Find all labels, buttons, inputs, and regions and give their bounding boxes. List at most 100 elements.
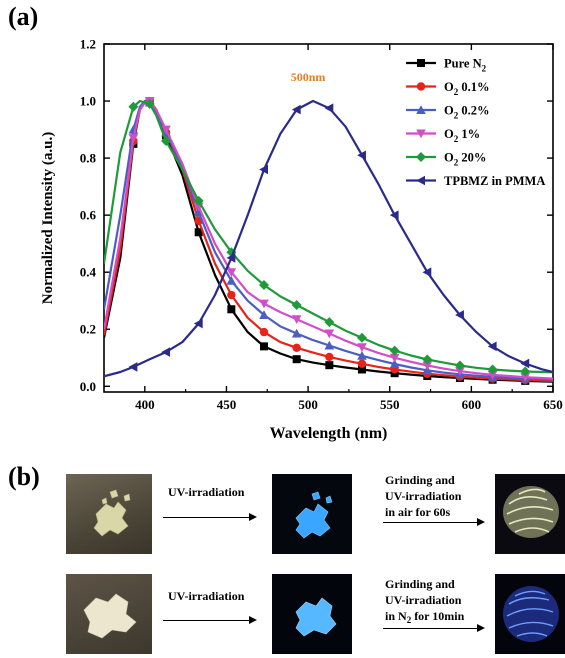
data-point-3 xyxy=(128,134,139,143)
powder-photo-uv-row1 xyxy=(272,474,352,554)
legend-marker-5 xyxy=(416,175,425,186)
legend-sub: 2 xyxy=(454,158,459,168)
legend-label-2: O2 0.2% xyxy=(444,104,489,121)
data-point-5 xyxy=(324,103,334,113)
legend-marker-3 xyxy=(416,129,426,139)
data-point-4 xyxy=(259,280,270,291)
data-point-5 xyxy=(259,164,269,175)
legend-marker-0 xyxy=(417,59,425,67)
peak-annotation: 500nm xyxy=(291,70,326,84)
data-point-3 xyxy=(226,268,237,277)
legend-label-1: O2 0.1% xyxy=(444,80,489,97)
grind-row2-prefix: in N xyxy=(385,609,407,623)
data-point-5 xyxy=(389,210,399,220)
legend-label-4: O2 20% xyxy=(444,151,486,168)
x-tick-label: 400 xyxy=(135,397,155,412)
data-point-2 xyxy=(291,328,302,338)
grind-row2-line3: in N2 for 10min xyxy=(385,608,464,628)
data-point-2 xyxy=(357,350,367,360)
legend-name: O xyxy=(444,104,454,118)
panel-a-label: (a) xyxy=(8,2,39,31)
data-point-4 xyxy=(324,317,335,328)
data-point-3 xyxy=(291,315,302,325)
data-point-3 xyxy=(422,361,433,371)
data-point-3 xyxy=(259,299,269,309)
ground-photo-air-row1 xyxy=(495,474,565,554)
arrow-row1-step2 xyxy=(383,517,485,526)
data-point-5 xyxy=(161,347,171,357)
y-tick-label: 1.2 xyxy=(80,37,96,52)
grind-row1-line1: Grinding and xyxy=(385,473,455,487)
data-point-2 xyxy=(226,275,237,285)
data-point-3 xyxy=(520,373,531,382)
data-point-0 xyxy=(292,355,301,364)
y-axis-label: Normalized Intensity (a.u.) xyxy=(40,132,56,305)
powder-photo-daylight-row1 xyxy=(66,474,152,554)
legend-marker-4 xyxy=(416,152,426,162)
data-point-3 xyxy=(357,343,367,353)
data-point-2 xyxy=(389,359,400,369)
data-point-0 xyxy=(194,228,203,237)
powder-photo-uv-row2 xyxy=(272,574,352,654)
data-point-0 xyxy=(260,342,269,351)
data-point-4 xyxy=(487,364,498,375)
data-point-4 xyxy=(291,300,302,310)
data-point-4 xyxy=(128,101,139,112)
arrow-row1-step1 xyxy=(163,512,257,521)
legend-suffix: 20% xyxy=(458,151,486,165)
data-point-5 xyxy=(291,104,301,115)
legend-marker-2 xyxy=(416,105,426,114)
series-line-3 xyxy=(104,99,553,380)
data-point-3 xyxy=(324,329,335,339)
data-point-4 xyxy=(144,98,155,109)
legend-name: O xyxy=(444,80,454,94)
x-axis-label: Wavelength (nm) xyxy=(270,425,388,442)
series-layer xyxy=(104,96,553,385)
y-tick-label: 0.6 xyxy=(80,208,97,223)
x-tick-label: 600 xyxy=(462,397,482,412)
plot-frame xyxy=(103,43,554,393)
grind-row2-suffix: for 10min xyxy=(411,609,465,623)
legend-suffix: 0.2% xyxy=(458,104,489,118)
y-tick-label: 0.8 xyxy=(80,151,97,166)
x-tick-label: 450 xyxy=(217,397,237,412)
x-tick-label: 550 xyxy=(380,397,400,412)
legend-sub: 2 xyxy=(482,64,487,74)
data-point-4 xyxy=(161,135,172,146)
grind-row2-line1: Grinding and xyxy=(385,577,455,591)
data-point-4 xyxy=(356,332,367,343)
legend-name: TPBMZ in PMMA xyxy=(444,174,545,188)
grind-row2-sub: 2 xyxy=(406,615,412,625)
x-tick-label: 650 xyxy=(543,397,563,412)
legend-label-5: TPBMZ in PMMA xyxy=(444,174,545,188)
legend-sub: 2 xyxy=(454,134,459,144)
series-3 xyxy=(104,97,553,382)
legend-suffix: 0.1% xyxy=(458,80,489,94)
arrow-row2-step2 xyxy=(383,623,485,632)
legend-label-0: Pure N2 xyxy=(444,57,487,74)
data-point-5 xyxy=(226,253,236,263)
data-point-5 xyxy=(193,318,203,329)
y-tick-label: 0.2 xyxy=(80,322,96,337)
data-point-1 xyxy=(259,327,269,337)
legend-name: O xyxy=(444,127,454,141)
data-point-5 xyxy=(455,310,464,320)
step-label-uv-row1: UV-irradiation xyxy=(168,485,245,499)
data-point-3 xyxy=(455,367,465,376)
data-point-4 xyxy=(193,195,204,206)
data-point-1 xyxy=(292,343,301,352)
data-point-5 xyxy=(487,341,497,352)
legend-name: Pure N xyxy=(444,57,482,71)
x-tick-label: 500 xyxy=(298,397,318,412)
data-point-0 xyxy=(325,361,334,370)
data-point-5 xyxy=(357,150,366,161)
data-point-3 xyxy=(487,370,498,380)
data-point-3 xyxy=(389,353,400,363)
series-5 xyxy=(104,99,553,378)
data-point-1 xyxy=(325,352,334,362)
grind-row1-line3: in air for 60s xyxy=(385,505,451,519)
grind-row2-line2: UV-irradiation xyxy=(385,593,462,607)
data-point-4 xyxy=(454,360,465,371)
data-point-4 xyxy=(422,354,433,365)
ground-photo-n2-row2 xyxy=(495,574,565,654)
